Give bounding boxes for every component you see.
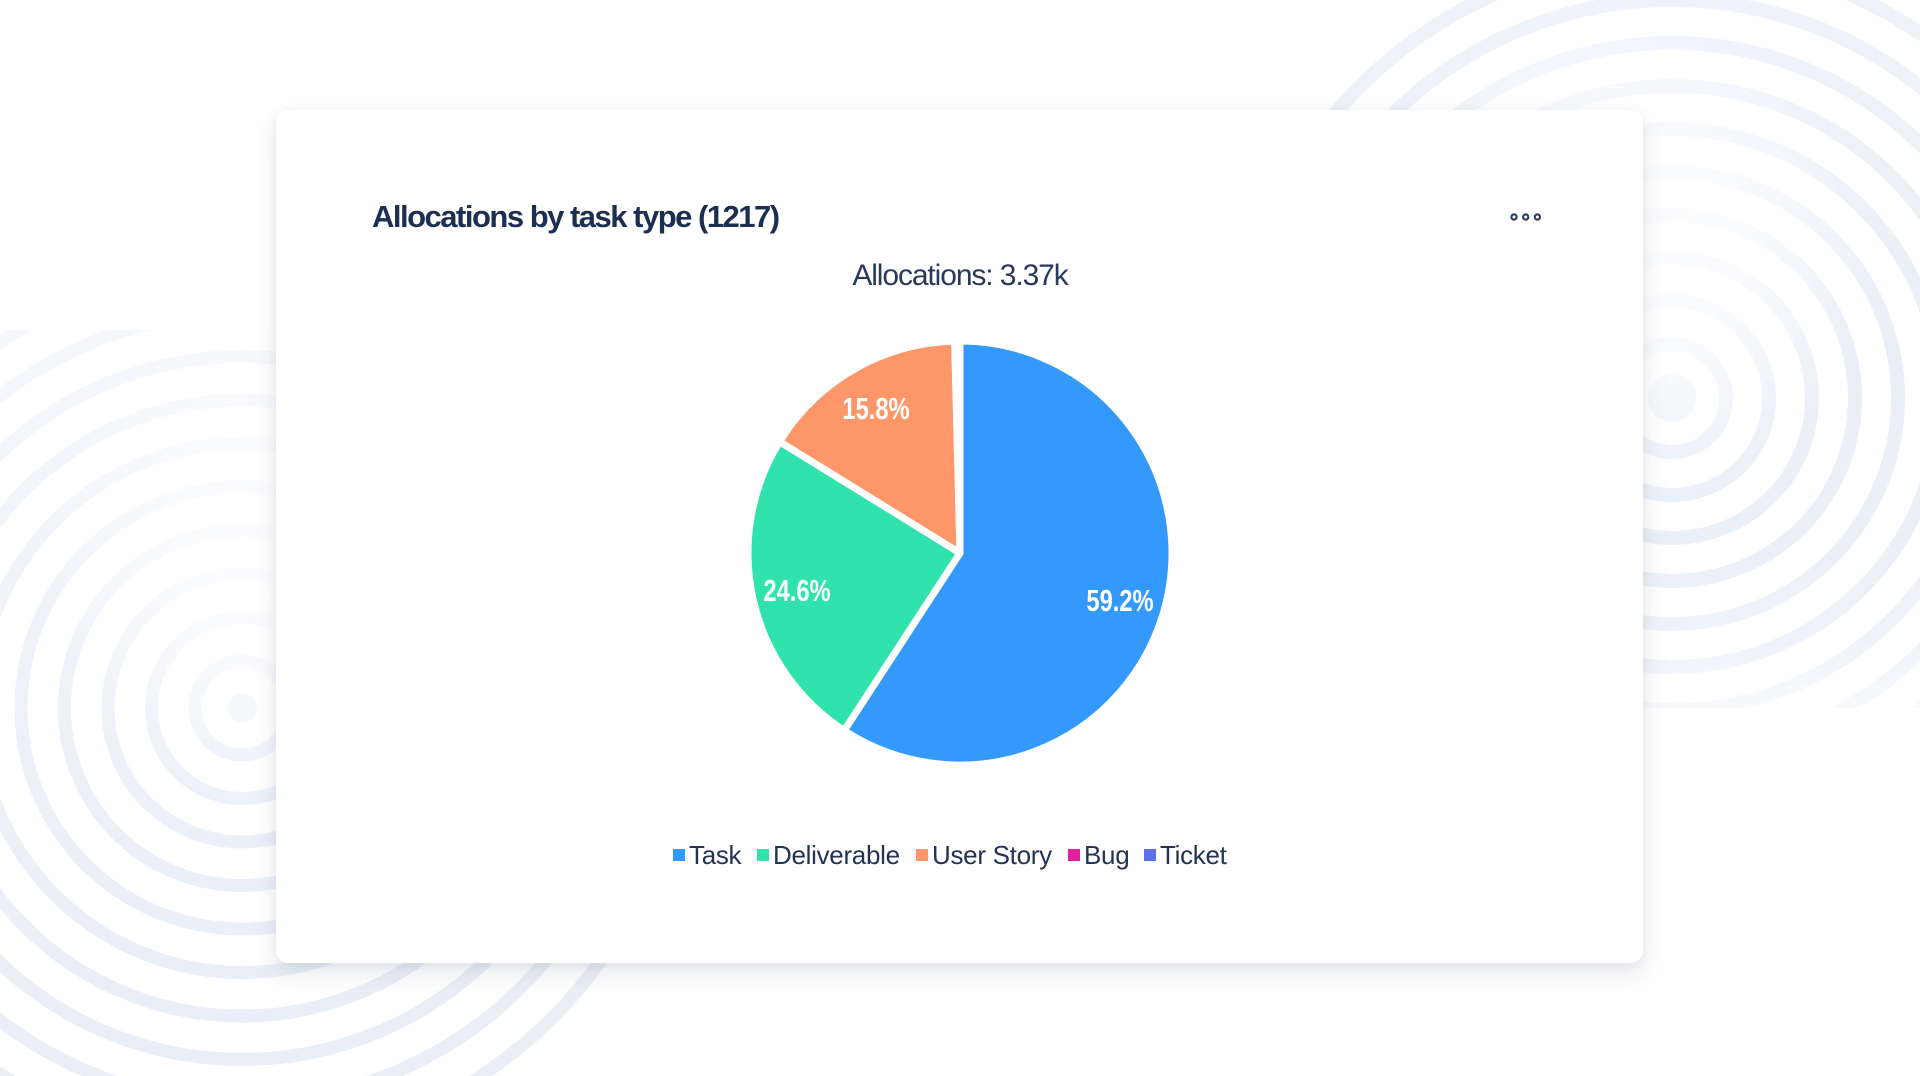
svg-text:User Story: User Story — [932, 840, 1052, 870]
svg-text:Allocations by task type (1217: Allocations by task type (1217) — [372, 199, 779, 234]
svg-text:15.8%: 15.8% — [842, 391, 909, 426]
svg-text:Task: Task — [689, 840, 743, 870]
svg-text:24.6%: 24.6% — [763, 573, 830, 608]
svg-text:Bug: Bug — [1084, 840, 1129, 870]
svg-text:Allocations: 3.37k: Allocations: 3.37k — [852, 259, 1069, 292]
svg-text:Deliverable: Deliverable — [773, 840, 900, 870]
svg-text:59.2%: 59.2% — [1086, 583, 1153, 618]
svg-text:Ticket: Ticket — [1160, 840, 1228, 870]
